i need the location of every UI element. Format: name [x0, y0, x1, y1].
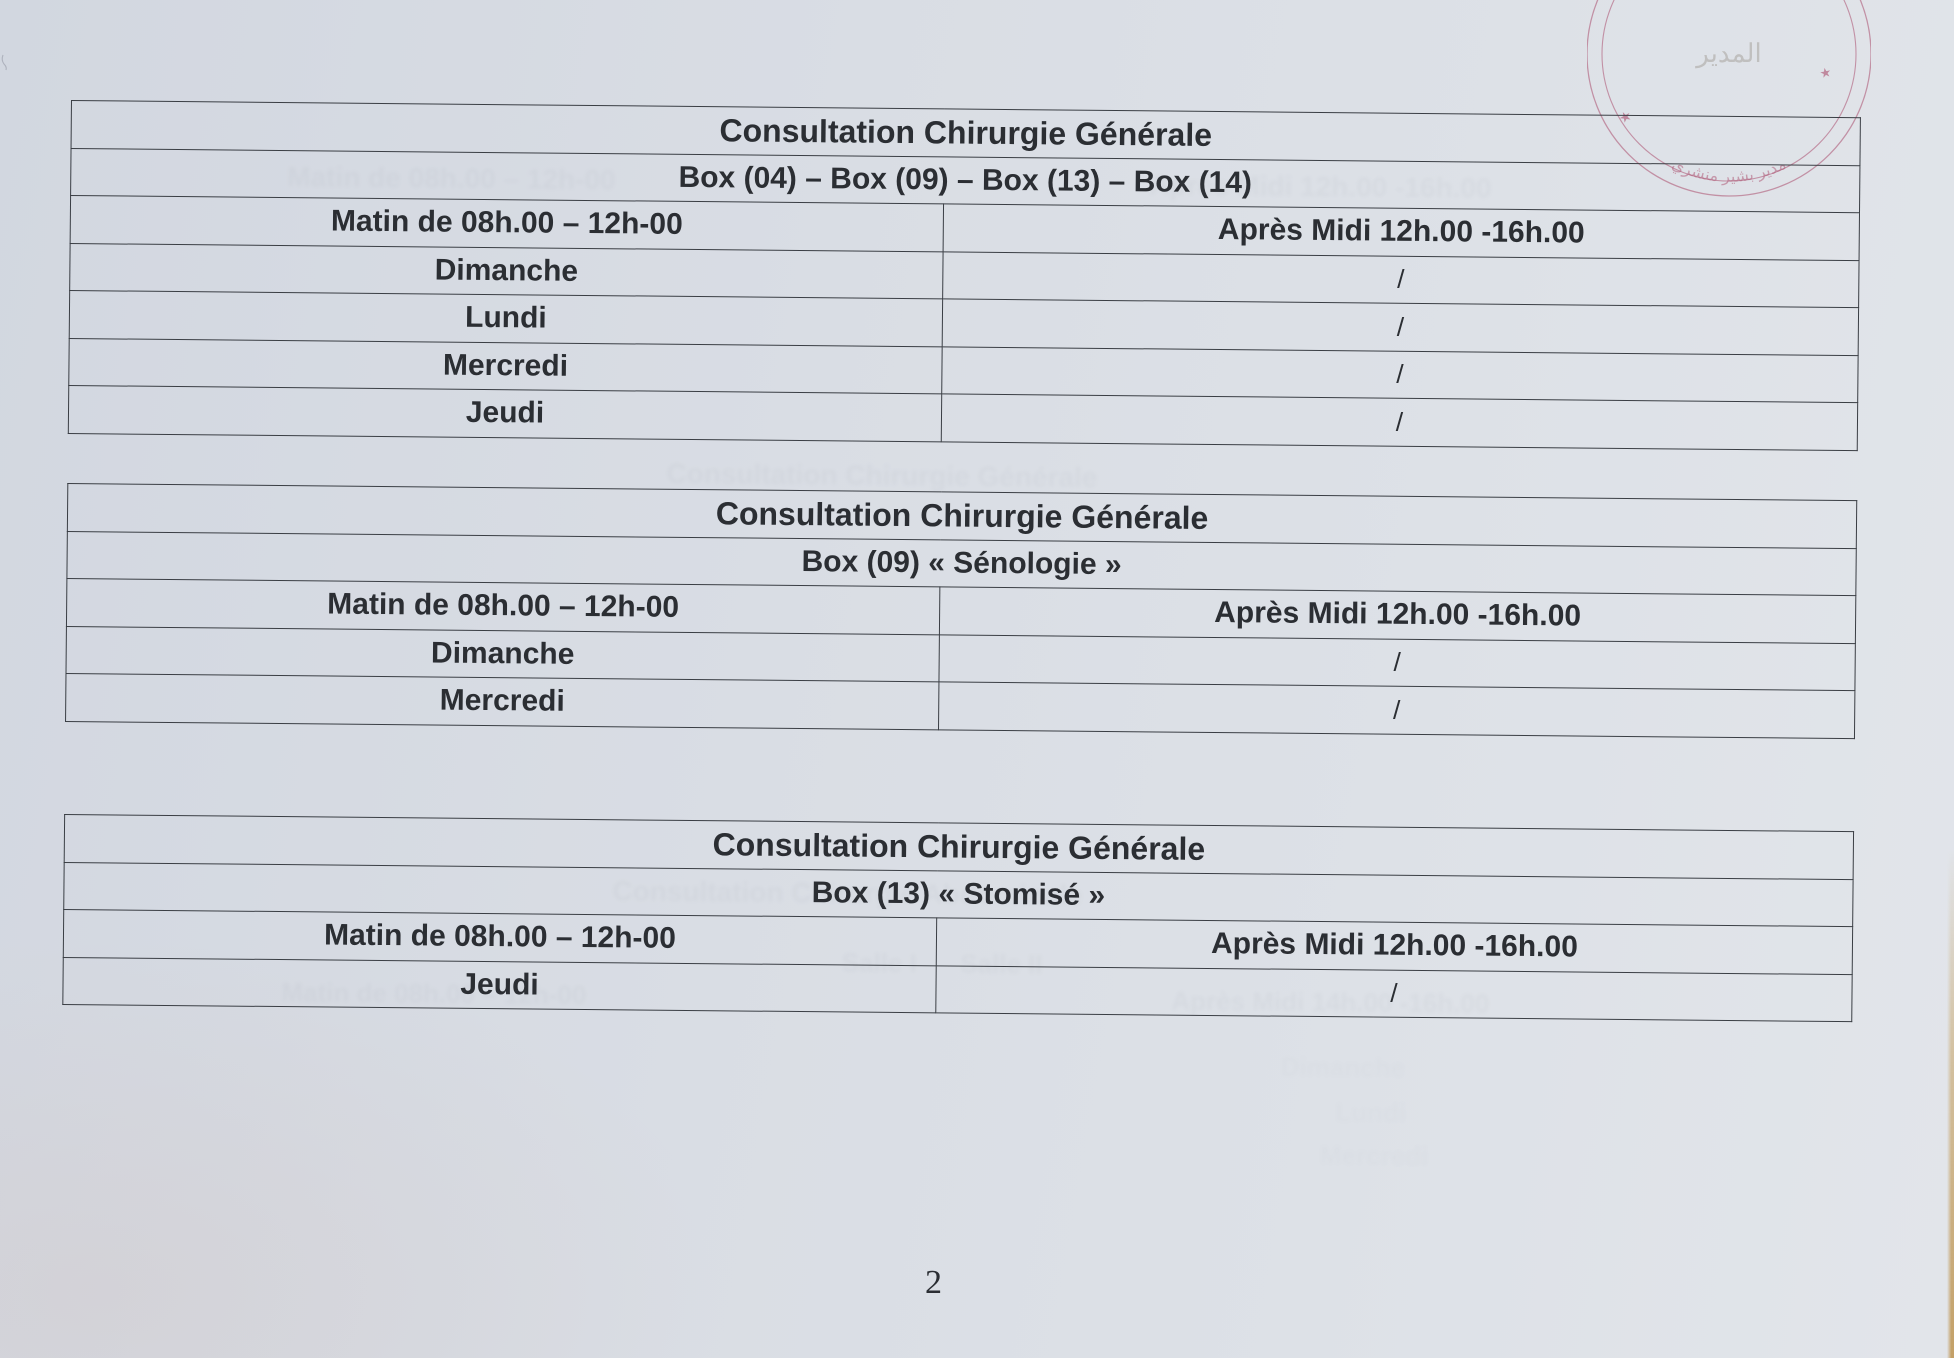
- svg-text:★: ★: [1816, 64, 1835, 82]
- svg-text:المدير: المدير: [1694, 38, 1761, 69]
